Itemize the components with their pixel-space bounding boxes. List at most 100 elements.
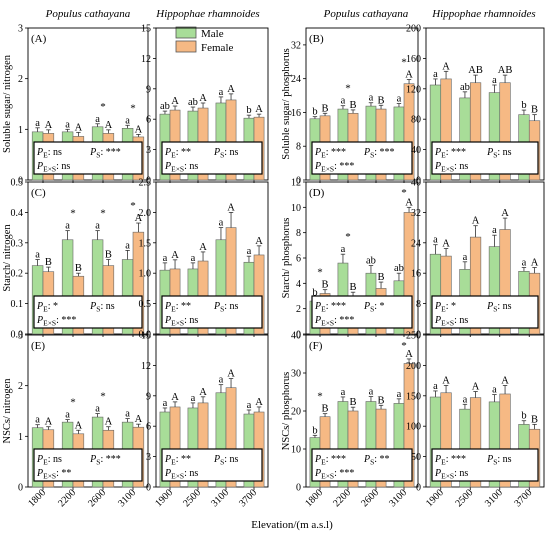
y-tick-label: 9 bbox=[146, 84, 151, 95]
significance-letter: ab bbox=[366, 256, 376, 267]
x-tick-label: 3700 bbox=[512, 487, 534, 509]
significance-letter: a bbox=[369, 93, 374, 104]
y-tick-label: 250 bbox=[406, 331, 421, 342]
stats-box bbox=[431, 448, 539, 482]
y-tick-label: 200 bbox=[406, 24, 421, 35]
stats-entry: PE×S: *** bbox=[314, 315, 354, 328]
stats-entry: PS: ns bbox=[213, 301, 239, 314]
significance-letter: b bbox=[312, 425, 317, 436]
significance-star: * bbox=[345, 231, 351, 243]
significance-letter: a bbox=[397, 389, 402, 400]
stats-entry: PE: ns bbox=[36, 147, 62, 160]
stats-entry: PE×S: ns bbox=[434, 315, 468, 328]
y-tick-label: 2 bbox=[296, 304, 301, 315]
significance-letter: B bbox=[350, 397, 357, 408]
significance-letter: b bbox=[521, 100, 526, 111]
significance-letter: a bbox=[65, 410, 70, 421]
significance-letter: b bbox=[521, 411, 526, 422]
y-tick-label: 0.2 bbox=[11, 269, 24, 280]
species-header-3: Populus cathayana bbox=[323, 8, 409, 20]
significance-letter: b bbox=[312, 107, 317, 118]
panel-label: (D) bbox=[309, 187, 325, 199]
significance-letter: B bbox=[378, 395, 385, 406]
significance-letter: a bbox=[341, 387, 346, 398]
stats-entry: PE: *** bbox=[314, 454, 346, 467]
significance-star: * bbox=[401, 57, 407, 69]
y-tick-label: 0 bbox=[146, 176, 151, 187]
significance-letter: A bbox=[135, 124, 143, 135]
significance-letter: a bbox=[219, 375, 224, 386]
significance-star: * bbox=[401, 187, 407, 199]
stats-entry: PE: *** bbox=[314, 301, 346, 314]
significance-letter: A bbox=[171, 96, 179, 107]
stats-entry: PS: ns bbox=[486, 301, 512, 314]
y-tick-label: 16 bbox=[291, 108, 301, 119]
y-tick-label: 15 bbox=[141, 331, 151, 342]
stats-entry: PE: * bbox=[36, 301, 58, 314]
significance-star: * bbox=[100, 101, 106, 113]
significance-letter: a bbox=[341, 244, 346, 255]
significance-letter: ab bbox=[160, 101, 170, 112]
significance-letter: A bbox=[227, 84, 235, 95]
significance-letter: a bbox=[433, 381, 438, 392]
significance-letter: a bbox=[191, 393, 196, 404]
significance-letter: a bbox=[163, 398, 168, 409]
stats-box bbox=[311, 448, 413, 482]
y-tick-label: 16 bbox=[411, 269, 421, 280]
stats-entry: PS: ns bbox=[486, 454, 512, 467]
significance-letter: b bbox=[312, 287, 317, 298]
significance-letter: a bbox=[219, 218, 224, 229]
stats-entry: PE×S: ns bbox=[36, 161, 70, 174]
significance-letter: A bbox=[135, 414, 143, 425]
significance-letter: A bbox=[405, 349, 413, 360]
significance-letter: A bbox=[442, 375, 450, 386]
significance-letter: A bbox=[75, 420, 83, 431]
plot-frame bbox=[425, 334, 545, 488]
stats-box bbox=[431, 295, 539, 329]
x-tick-label: 3100 bbox=[116, 487, 138, 509]
significance-star: * bbox=[130, 102, 136, 114]
significance-letter: A bbox=[501, 375, 509, 386]
y-tick-label: 100 bbox=[406, 422, 421, 433]
significance-letter: B bbox=[350, 100, 357, 111]
significance-letter: A bbox=[501, 208, 509, 219]
y-tick-label: 50 bbox=[411, 452, 421, 463]
plot-frame bbox=[305, 27, 419, 181]
significance-letter: A bbox=[105, 417, 113, 428]
panel: 0 50 100 150 200 250 a a a b A A A B PE: *** PS: ns PE×S… bbox=[406, 331, 545, 509]
stats-box bbox=[161, 295, 263, 329]
y-tick-label: 40 bbox=[411, 178, 421, 189]
significance-letter: a bbox=[492, 385, 497, 396]
x-tick-label: 2200 bbox=[331, 487, 353, 509]
y-tick-label: 120 bbox=[406, 84, 421, 95]
y-tick-label: 24 bbox=[291, 74, 301, 85]
y-tick-label: 1 bbox=[18, 432, 23, 443]
x-tick-label: 2200 bbox=[56, 487, 78, 509]
y-tick-label: 3 bbox=[18, 331, 23, 342]
stats-entry: PS: ns bbox=[486, 147, 512, 160]
stats-entry: PE: ** bbox=[164, 147, 191, 160]
significance-letter: A bbox=[442, 61, 450, 72]
significance-letter: b bbox=[246, 105, 251, 116]
significance-letter: A bbox=[199, 242, 207, 253]
y-tick-label: 0 bbox=[416, 330, 421, 341]
stats-entry: PS: *** bbox=[89, 454, 121, 467]
plot-frame bbox=[27, 334, 149, 488]
stats-entry: PS: ns bbox=[213, 454, 239, 467]
significance-letter: a bbox=[522, 258, 527, 269]
stats-entry: PE×S: ns bbox=[164, 315, 198, 328]
x-tick-label: 2500 bbox=[181, 487, 203, 509]
y-tick-label: 20 bbox=[291, 407, 301, 418]
significance-letter: B bbox=[105, 250, 112, 261]
y-tick-label: 0 bbox=[18, 176, 23, 187]
stats-entry: PS: ns bbox=[89, 301, 115, 314]
significance-letter: a bbox=[463, 394, 468, 405]
y-tick-label: 4 bbox=[296, 279, 301, 290]
